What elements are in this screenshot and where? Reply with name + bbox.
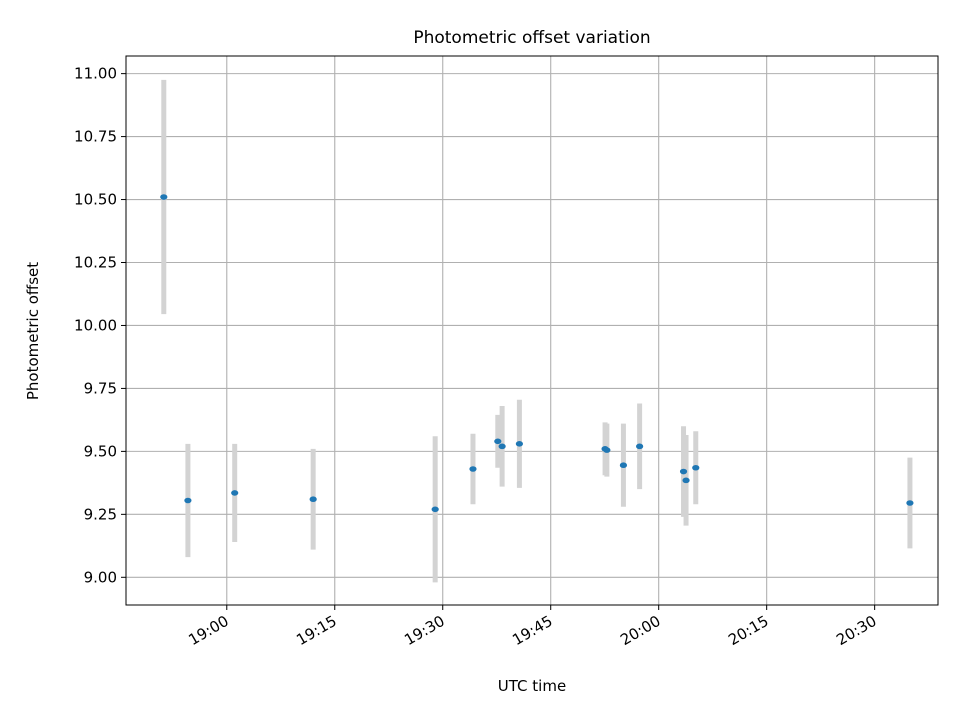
data-point [906,500,914,506]
y-tick-label: 10.75 [74,128,117,146]
y-tick-label: 10.50 [74,191,117,209]
data-point [603,447,611,453]
data-point [682,477,690,484]
data-point [160,194,168,200]
data-point [636,443,644,450]
data-point [184,497,192,504]
data-point [309,496,317,503]
y-axis-label: Photometric offset [24,262,42,400]
grid-layer [126,56,938,605]
data-point [619,462,628,469]
y-tick-label: 10.25 [74,254,117,272]
y-tick-label: 11.00 [74,65,117,83]
data-point [498,443,506,450]
data-point [469,466,477,472]
y-tick-label: 10.00 [74,316,117,334]
y-tick-label: 9.25 [84,505,117,523]
chart-title: Photometric offset variation [413,28,650,48]
y-tick-label: 9.75 [84,379,117,397]
data-point [431,506,439,513]
data-point [515,441,524,447]
y-tick-label: 9.00 [84,568,117,586]
data-point [692,464,700,471]
data-point [231,490,239,496]
x-axis-label: UTC time [498,677,566,695]
point-layer [160,194,914,513]
data-point [679,468,688,475]
y-tick-label: 9.50 [84,442,117,460]
data-point [494,438,502,445]
plot-frame [125,55,939,606]
